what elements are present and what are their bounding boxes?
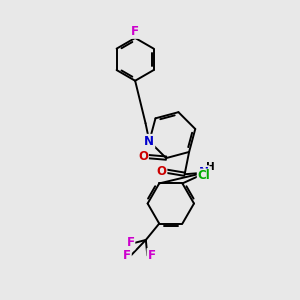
Text: H: H bbox=[206, 162, 214, 172]
Text: N: N bbox=[199, 166, 209, 179]
Text: O: O bbox=[157, 165, 166, 178]
Text: N: N bbox=[144, 135, 154, 148]
Text: F: F bbox=[131, 25, 139, 38]
Text: Cl: Cl bbox=[198, 169, 211, 182]
Text: F: F bbox=[148, 249, 155, 262]
Text: O: O bbox=[138, 150, 148, 163]
Text: F: F bbox=[126, 236, 134, 249]
Text: F: F bbox=[123, 249, 131, 262]
